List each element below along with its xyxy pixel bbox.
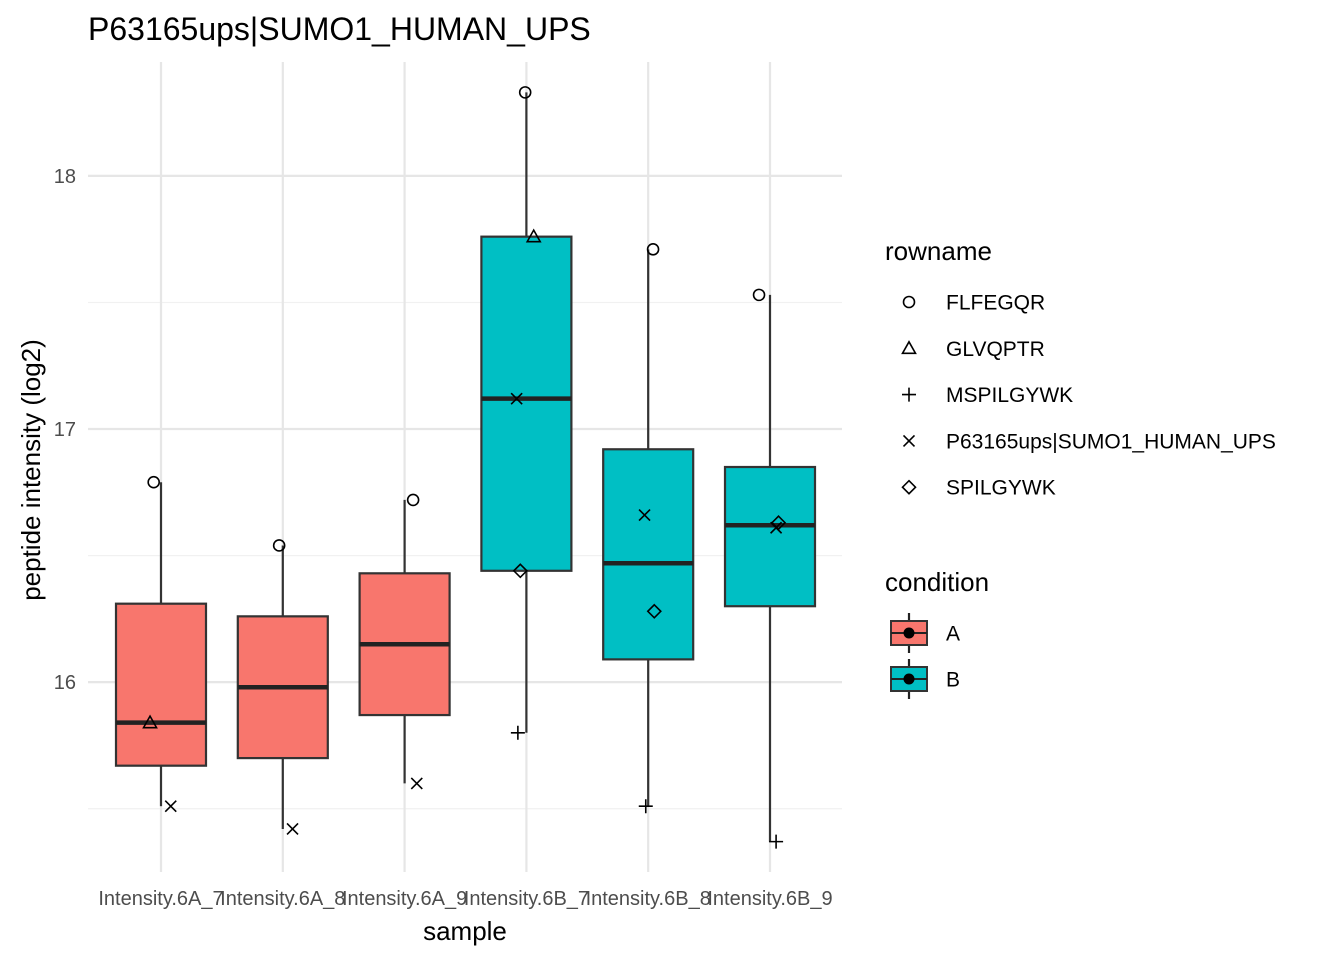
legend-key-triangle [901,340,917,355]
legend-rowname-label: SPILGYWK [946,477,1056,500]
box-body [602,448,695,661]
legend-rowname-label: P63165ups|SUMO1_HUMAN_UPS [946,430,1276,453]
point-circle [518,86,532,99]
x-tick-label: Intensity.6A_8 [220,888,345,910]
legend-key-plus [902,387,916,402]
box-Intensity.6B_8 [602,249,695,807]
point-circle [752,288,766,302]
legend-key-circle [902,295,916,309]
y-axis-title: peptide intensity (log2) [16,339,46,601]
x-tick-label: Intensity.6A_9 [342,888,467,910]
box-body [480,235,573,572]
legend-key-diamond [901,479,917,495]
x-tick-label: Intensity.6B_8 [586,888,711,910]
box-body [723,465,817,608]
legend-condition-label: A [946,623,960,646]
point-circle [147,475,160,489]
points [142,86,787,849]
box-Intensity.6A_7 [114,482,208,807]
x-tick-label: Intensity.6B_7 [464,888,589,910]
legend-rowname-label: GLVQPTR [946,338,1045,361]
legend-key-dot [903,627,915,639]
x-tick-label: Intensity.6B_9 [707,888,832,910]
box-body [114,602,208,767]
box-Intensity.6B_7 [480,92,573,733]
box-Intensity.6A_8 [236,545,329,829]
y-tick-label: 17 [54,419,76,441]
point-cross [510,392,523,405]
point-cross [638,509,651,522]
legend-condition-label: B [946,669,960,692]
y-tick-label: 18 [54,166,76,188]
y-tick-label: 16 [54,672,76,694]
legend-condition-title: condition [885,567,989,597]
legend-rowname: rowname FLFEGQR GLVQPTR MSPILGYWK P63165ups… [885,236,1276,500]
legend-rowname-label: FLFEGQR [946,292,1045,315]
boxes [114,92,817,842]
box-Intensity.6A_9 [358,499,451,784]
point-plus [510,725,525,740]
y-tick-labels: 16 17 18 [54,166,76,694]
point-diamond [512,563,528,579]
box-Intensity.6B_9 [723,294,817,842]
point-circle [646,243,660,256]
point-cross [410,777,423,790]
x-tick-labels: Intensity.6A_7Intensity.6A_8Intensity.6A… [98,888,832,910]
grid [88,62,842,872]
point-triangle [142,714,158,729]
point-circle [406,493,420,507]
point-plus [638,799,653,814]
legend-key-dot [903,673,915,685]
legend-rowname-label: MSPILGYWK [946,384,1073,407]
point-circle [272,539,286,552]
point-diamond [646,603,662,619]
x-tick-label: Intensity.6A_7 [98,888,223,910]
point-plus [769,834,784,849]
x-axis-title: sample [423,916,507,946]
legend-rowname-title: rowname [885,236,992,266]
point-cross [770,521,783,534]
point-cross [286,822,299,836]
legend-condition: condition AB [885,567,989,699]
legend-key-cross [902,434,916,447]
point-cross [164,800,177,813]
chart-title: P63165ups|SUMO1_HUMAN_UPS [88,11,591,47]
point-triangle [525,228,542,243]
